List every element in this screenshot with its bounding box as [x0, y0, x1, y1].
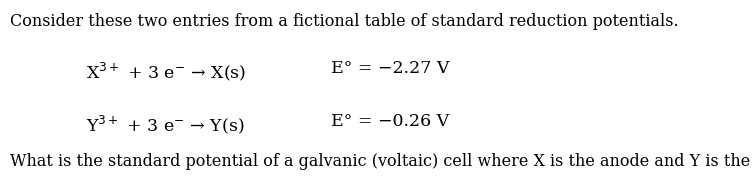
- Text: E° = −0.26 V: E° = −0.26 V: [331, 113, 449, 130]
- Text: Consider these two entries from a fictional table of standard reduction potentia: Consider these two entries from a fictio…: [10, 13, 678, 30]
- Text: X$^{3+}$ + 3 e$^{-}$ → X(s): X$^{3+}$ + 3 e$^{-}$ → X(s): [86, 60, 247, 83]
- Text: What is the standard potential of a galvanic (voltaic) cell where X is the anode: What is the standard potential of a galv…: [10, 153, 752, 170]
- Text: E° = −2.27 V: E° = −2.27 V: [331, 60, 449, 77]
- Text: Y$^{3+}$ + 3 e$^{-}$ → Y(s): Y$^{3+}$ + 3 e$^{-}$ → Y(s): [86, 113, 245, 136]
